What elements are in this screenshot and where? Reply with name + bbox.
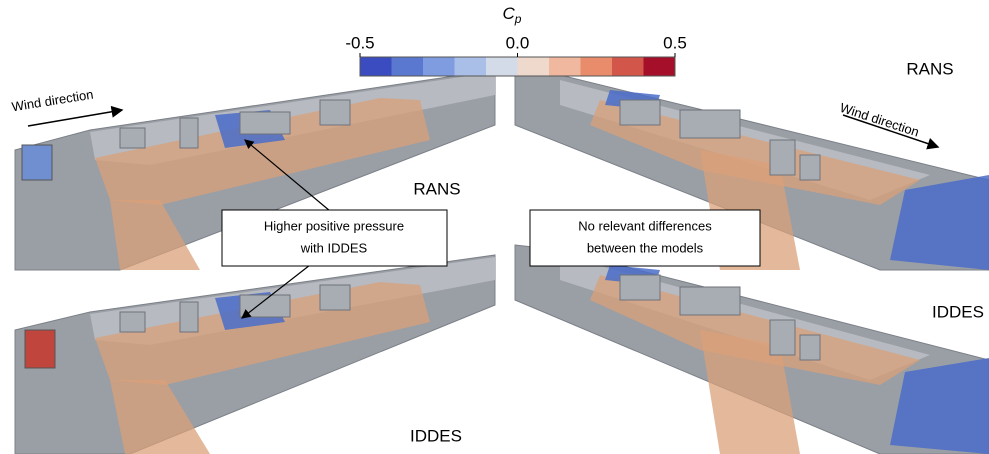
annotation-text: between the models bbox=[587, 240, 704, 255]
colorbar-step bbox=[455, 57, 487, 76]
colorbar-title-sub: p bbox=[514, 12, 522, 26]
wind-label: Wind direction bbox=[11, 87, 95, 115]
colorbar-tick-label: -0.5 bbox=[345, 33, 374, 52]
train-render bbox=[515, 245, 989, 454]
colorbar-step bbox=[549, 57, 581, 76]
colorbar-step bbox=[518, 57, 550, 76]
panel-label: RANS bbox=[413, 179, 460, 198]
wind-arrow bbox=[28, 110, 122, 126]
colorbar: -0.5 0.0 0.5 bbox=[345, 33, 686, 76]
colorbar-step bbox=[392, 57, 424, 76]
colorbar-step bbox=[644, 57, 676, 76]
panel-label: IDDES bbox=[932, 302, 984, 321]
train-render bbox=[15, 255, 495, 454]
figure: Cp -0.5 0.0 0.5 RANS RANS IDDES IDDES Wind… bbox=[0, 0, 989, 454]
colorbar-step bbox=[423, 57, 455, 76]
colorbar-step bbox=[486, 57, 518, 76]
colorbar-title: Cp bbox=[503, 4, 522, 26]
colorbar-step bbox=[612, 57, 644, 76]
annotation-text: with IDDES bbox=[300, 240, 368, 255]
annotation-text: Higher positive pressure bbox=[264, 218, 404, 233]
colorbar-tick-label: 0.0 bbox=[506, 33, 530, 52]
wind-label: Wind direction bbox=[838, 100, 921, 140]
annotation-text: No relevant differences bbox=[578, 218, 712, 233]
colorbar-tick-label: 0.5 bbox=[663, 33, 687, 52]
panel-label: IDDES bbox=[410, 426, 462, 445]
panel-label: RANS bbox=[906, 59, 953, 78]
colorbar-step bbox=[581, 57, 613, 76]
colorbar-step bbox=[360, 57, 392, 76]
colorbar-title-main: C bbox=[503, 4, 516, 23]
